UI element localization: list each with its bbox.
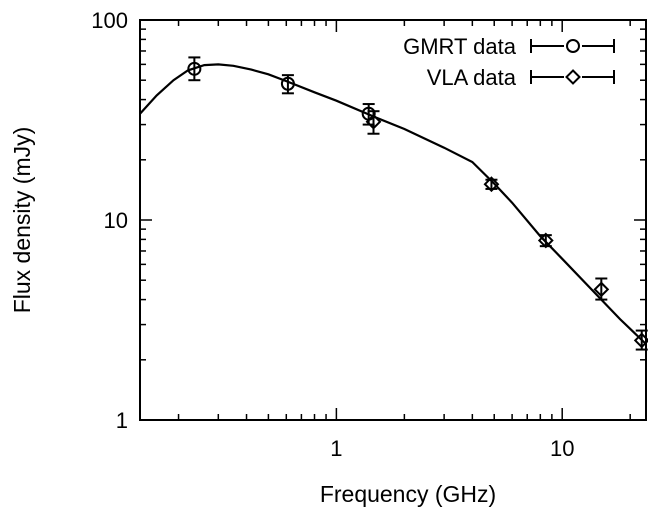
data-point [187, 56, 202, 82]
model-curve-group [139, 63, 647, 345]
plot-frame [139, 19, 647, 421]
diamond-marker [483, 176, 500, 193]
data-point [483, 176, 500, 193]
x-tick-label: 10 [550, 436, 574, 461]
legend-sample-vla [530, 68, 615, 86]
diamond-marker [365, 113, 382, 130]
circle-marker [280, 76, 295, 91]
tick-labels: 1 10 1 10 100 [91, 8, 574, 461]
legend: GMRT data VLA data [403, 34, 615, 90]
diamond-marker [537, 232, 554, 249]
legend-label-gmrt: GMRT data [403, 34, 517, 59]
x-axis-title: Frequency (GHz) [320, 481, 496, 507]
circle-marker [187, 61, 202, 76]
legend-sample-gmrt [530, 37, 615, 55]
data-point [365, 110, 382, 135]
data-point [280, 74, 295, 95]
legend-circle-marker [566, 39, 580, 53]
x-tick-label: 1 [330, 436, 342, 461]
y-axis-title: Flux density (mJy) [9, 127, 35, 314]
y-tick-label: 100 [91, 8, 128, 33]
model-curve [139, 63, 647, 345]
legend-label-vla: VLA data [427, 65, 517, 90]
y-tick-label: 1 [116, 408, 128, 433]
legend-marker-bg [564, 68, 582, 86]
legend-diamond-marker [565, 69, 581, 85]
y-tick-label: 10 [104, 208, 128, 233]
data-point [593, 277, 610, 301]
data-points [187, 56, 648, 351]
diamond-marker [593, 281, 610, 298]
data-point [537, 232, 554, 249]
